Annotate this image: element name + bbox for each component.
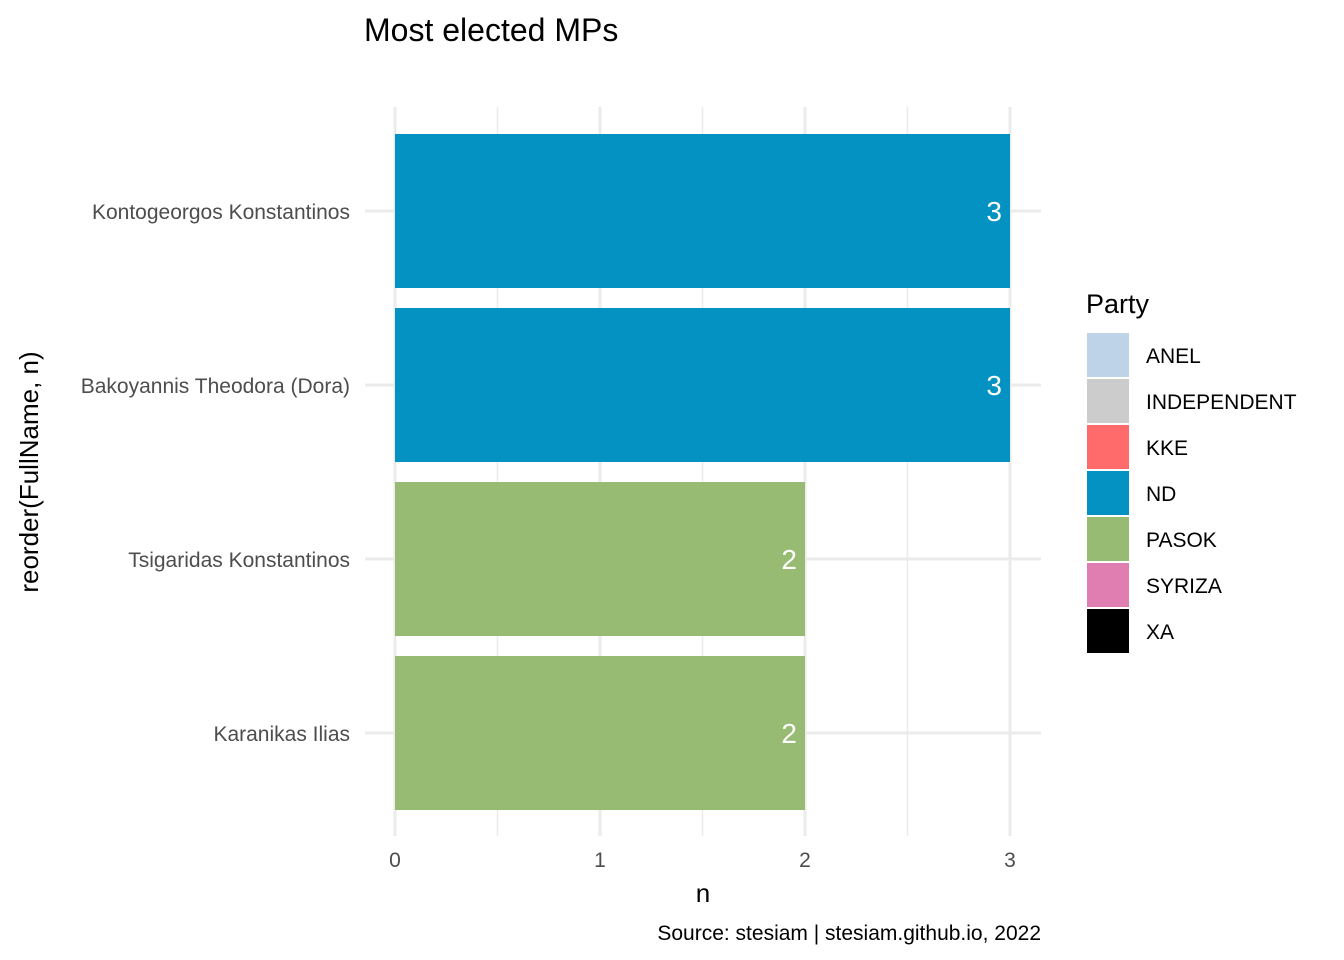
legend-swatch	[1087, 333, 1129, 377]
bar-label: 3	[986, 196, 1002, 227]
bars: 3 3 2 2	[395, 134, 1010, 810]
legend-label: SYRIZA	[1146, 575, 1222, 598]
bar-label: 2	[781, 544, 797, 575]
bar-label: 3	[986, 370, 1002, 401]
legend-swatch	[1087, 563, 1129, 607]
legend-swatch	[1087, 517, 1129, 561]
legend-label: XA	[1146, 621, 1174, 644]
legend-swatch	[1087, 379, 1129, 423]
bar	[395, 482, 805, 636]
legend: ANEL INDEPENDENT KKE ND PASOK SYRIZA XA	[1087, 333, 1297, 653]
bar	[395, 308, 1010, 462]
y-tick-label: Kontogeorgos Konstantinos	[92, 201, 350, 224]
y-tick-label: Tsigaridas Konstantinos	[128, 549, 350, 572]
legend-label: INDEPENDENT	[1146, 391, 1297, 414]
x-tick-label: 3	[1004, 849, 1016, 872]
y-tick-label: Bakoyannis Theodora (Dora)	[81, 375, 350, 398]
x-axis-title: n	[696, 878, 710, 908]
x-tick-label: 2	[799, 849, 811, 872]
bar	[395, 656, 805, 810]
y-tick-labels: Kontogeorgos Konstantinos Bakoyannis Theo…	[81, 201, 350, 746]
x-tick-labels: 0 1 2 3	[389, 849, 1016, 872]
legend-title: Party	[1086, 289, 1150, 319]
bar	[395, 134, 1010, 288]
x-tick-label: 1	[594, 849, 606, 872]
caption: Source: stesiam | stesiam.github.io, 202…	[657, 922, 1041, 945]
bar-label: 2	[781, 718, 797, 749]
legend-swatch	[1087, 609, 1129, 653]
y-axis-title: reorder(FullName, n)	[14, 351, 44, 592]
legend-label: KKE	[1146, 437, 1188, 460]
y-tick-label: Karanikas Ilias	[213, 723, 350, 746]
legend-label: ANEL	[1146, 345, 1201, 368]
legend-swatch	[1087, 471, 1129, 515]
legend-swatch	[1087, 425, 1129, 469]
x-tick-label: 0	[389, 849, 401, 872]
legend-label: ND	[1146, 483, 1176, 506]
chart-title: Most elected MPs	[364, 12, 618, 48]
legend-label: PASOK	[1146, 529, 1217, 552]
